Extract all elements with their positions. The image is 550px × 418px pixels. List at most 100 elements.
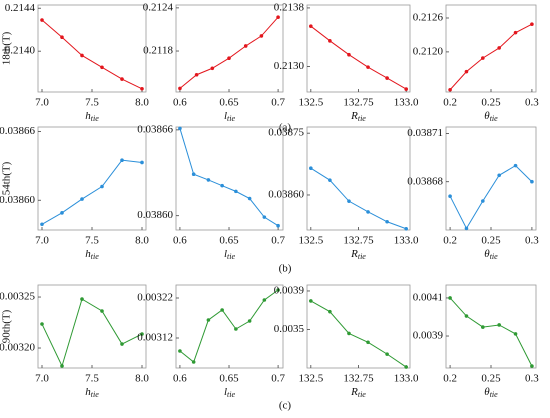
data-point bbox=[328, 309, 332, 314]
axes-frame bbox=[306, 4, 411, 93]
x-axis-label-base: l bbox=[224, 386, 227, 398]
x-axis-label: ltie bbox=[224, 110, 236, 123]
data-point bbox=[497, 46, 501, 50]
data-point bbox=[247, 319, 252, 323]
data-point bbox=[178, 126, 182, 131]
x-tick-label: 0.3 bbox=[525, 97, 539, 109]
data-point bbox=[220, 308, 224, 312]
x-axis-label-base: θ bbox=[484, 248, 490, 260]
data-point bbox=[347, 199, 351, 203]
x-axis-label-sub: tie bbox=[490, 390, 498, 399]
data-point bbox=[513, 332, 518, 336]
caption: (b) bbox=[279, 263, 292, 275]
data-point bbox=[448, 194, 452, 199]
data-point bbox=[366, 65, 370, 69]
x-tick-label: 132.5 bbox=[298, 235, 323, 247]
y-tick-label: 0.0039 bbox=[413, 330, 444, 342]
y-tick-label: 0.0039 bbox=[274, 285, 305, 297]
data-point bbox=[120, 158, 124, 162]
data-line bbox=[41, 298, 143, 368]
x-tick-label: 0.65 bbox=[219, 373, 239, 385]
x-tick-label: 0.25 bbox=[481, 373, 501, 385]
data-line bbox=[449, 297, 533, 367]
data-line bbox=[310, 25, 407, 90]
y-axis-label: 90th(T) bbox=[1, 309, 13, 343]
data-point bbox=[191, 360, 196, 364]
data-point bbox=[404, 87, 408, 91]
y-tick-label: 0.2120 bbox=[413, 45, 444, 57]
data-point bbox=[40, 222, 44, 227]
x-axis-label-sub: tie bbox=[358, 114, 366, 123]
x-tick-label: 7.0 bbox=[35, 235, 49, 247]
x-axis-label: htie bbox=[85, 248, 99, 261]
x-axis-label: θtie bbox=[484, 386, 498, 399]
data-point bbox=[194, 72, 199, 77]
x-tick-label: 0.6 bbox=[173, 235, 187, 247]
x-axis-label: θtie bbox=[484, 110, 498, 123]
y-tick-label: 0.00312 bbox=[137, 332, 173, 344]
caption: (a) bbox=[279, 122, 292, 134]
data-point bbox=[309, 299, 313, 303]
y-tick-label: 0.2138 bbox=[274, 1, 305, 13]
x-tick-label: 0.25 bbox=[481, 235, 501, 247]
x-tick-label: 0.3 bbox=[525, 373, 539, 385]
data-line bbox=[310, 167, 407, 230]
data-point bbox=[366, 210, 370, 214]
x-tick-label: 0.65 bbox=[219, 235, 239, 247]
y-axis-label: 54th(T) bbox=[1, 161, 13, 195]
data-line bbox=[179, 289, 279, 363]
axes-frame bbox=[175, 126, 284, 231]
data-point bbox=[464, 226, 469, 231]
data-point bbox=[497, 173, 501, 178]
data-line bbox=[179, 16, 279, 89]
y-tick-label: 0.2126 bbox=[413, 12, 444, 24]
data-point bbox=[385, 219, 389, 224]
data-point bbox=[120, 77, 124, 81]
y-tick-label: 0.03860 bbox=[0, 194, 36, 206]
x-tick-label: 0.25 bbox=[481, 97, 501, 109]
x-axis-label: θtie bbox=[484, 248, 498, 261]
data-line bbox=[41, 159, 143, 225]
y-tick-label: 0.2144 bbox=[5, 2, 36, 14]
x-tick-label: 132.5 bbox=[298, 373, 323, 385]
data-point bbox=[276, 288, 280, 292]
y-tick-label: 0.03860 bbox=[137, 209, 173, 221]
y-axis-label: 18th(T) bbox=[1, 31, 13, 65]
x-tick-label: 8.0 bbox=[135, 235, 149, 247]
data-line bbox=[449, 23, 533, 91]
data-point bbox=[60, 35, 64, 40]
y-tick-label: 0.2140 bbox=[5, 45, 36, 57]
y-tick-label: 0.00320 bbox=[0, 342, 36, 354]
y-tick-label: 0.03866 bbox=[0, 125, 36, 137]
data-point bbox=[178, 349, 182, 353]
data-point bbox=[448, 87, 452, 92]
data-point bbox=[191, 172, 196, 177]
x-axis-label: Rtie bbox=[350, 386, 366, 399]
x-tick-label: 132.75 bbox=[343, 373, 374, 385]
data-line bbox=[310, 300, 407, 368]
x-axis-label-base: h bbox=[85, 248, 91, 260]
x-tick-label: 133.0 bbox=[394, 373, 419, 385]
axes-frame bbox=[37, 126, 147, 231]
data-point bbox=[40, 322, 44, 326]
x-axis-label-base: h bbox=[85, 386, 91, 398]
data-point bbox=[210, 66, 215, 71]
data-point bbox=[366, 340, 370, 345]
data-point bbox=[80, 197, 84, 201]
x-tick-label: 0.2 bbox=[443, 235, 457, 247]
data-point bbox=[448, 296, 452, 300]
data-point bbox=[276, 15, 280, 20]
x-tick-label: 0.7 bbox=[271, 373, 285, 385]
data-point bbox=[262, 298, 267, 302]
x-axis-label: Rtie bbox=[350, 110, 366, 123]
x-axis-label-base: θ bbox=[484, 386, 490, 398]
data-point bbox=[80, 297, 84, 301]
y-tick-label: 0.2124 bbox=[143, 1, 174, 13]
data-point bbox=[140, 160, 144, 165]
data-point bbox=[530, 22, 534, 27]
data-point bbox=[178, 86, 182, 91]
x-axis-label-sub: tie bbox=[91, 252, 99, 261]
data-point bbox=[206, 178, 211, 182]
data-point bbox=[120, 342, 124, 346]
x-axis-label-sub: tie bbox=[358, 252, 366, 261]
